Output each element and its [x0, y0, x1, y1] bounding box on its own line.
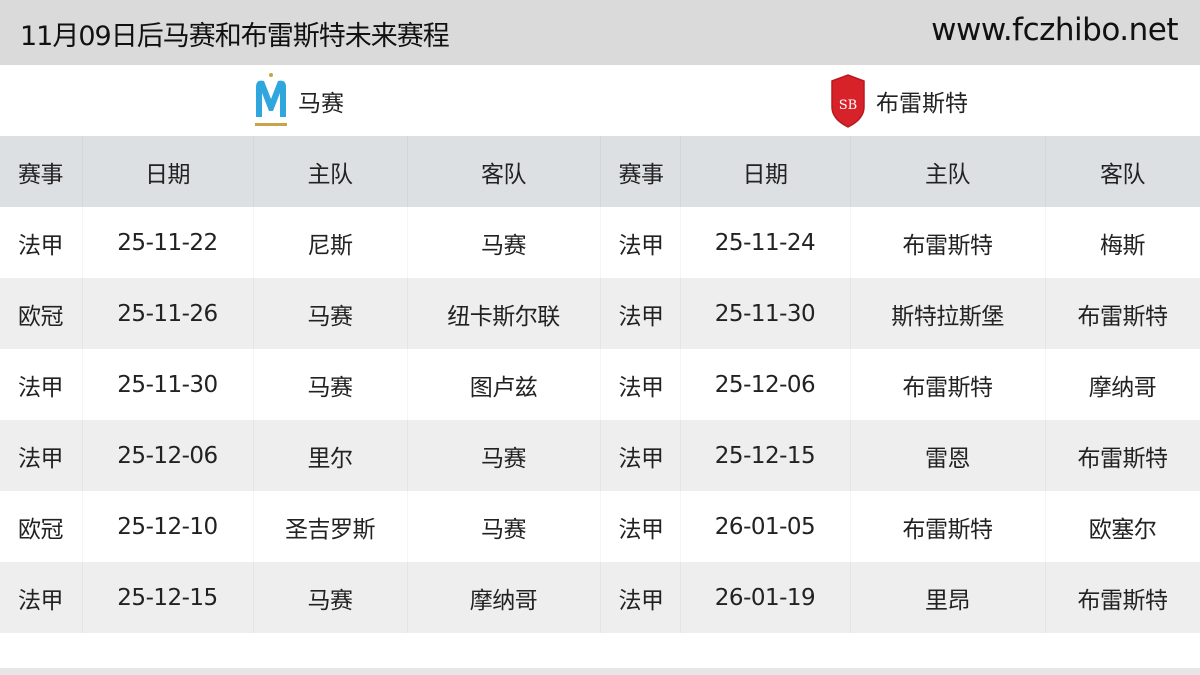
home-team-cell: 尼斯 — [253, 207, 408, 278]
away-team-cell: 摩纳哥 — [1045, 349, 1200, 420]
column-header: 赛事 — [600, 136, 681, 207]
home-team-cell: 马赛 — [253, 349, 408, 420]
date-cell: 26-01-05 — [680, 491, 851, 562]
table-row: 欧冠 25-11-26 马赛 纽卡斯尔联 法甲 25-11-30 斯特拉斯堡 布雷斯特 — [0, 278, 1200, 349]
table-row: 法甲 25-12-15 马赛 摩纳哥 法甲 26-01-19 里昂 布雷斯特 — [0, 562, 1200, 633]
competition-cell: 法甲 — [600, 420, 681, 491]
table-row: 欧冠 25-12-10 圣吉罗斯 马赛 法甲 26-01-05 布雷斯特 欧塞尔 — [0, 491, 1200, 562]
date-cell: 25-12-15 — [82, 562, 254, 633]
table-row: 法甲 25-11-30 马赛 图卢兹 法甲 25-12-06 布雷斯特 摩纳哥 — [0, 349, 1200, 420]
competition-cell: 法甲 — [600, 278, 681, 349]
column-header: 客队 — [407, 136, 601, 207]
home-team-cell: 马赛 — [253, 278, 408, 349]
svg-text:SB: SB — [839, 98, 857, 113]
schedule-table: 赛事 日期 主队 客队 赛事 日期 主队 客队 法甲 25-11-22 尼斯 马赛 法甲 25-11-2… — [0, 136, 1200, 633]
date-cell: 25-11-30 — [82, 349, 254, 420]
date-cell: 25-12-15 — [680, 420, 851, 491]
column-header: 日期 — [680, 136, 851, 207]
home-team-cell: 雷恩 — [850, 420, 1046, 491]
date-cell: 25-11-24 — [680, 207, 851, 278]
team-left-name: 马赛 — [298, 90, 344, 117]
team-left: 马赛 — [252, 65, 344, 136]
date-cell: 25-12-06 — [680, 349, 851, 420]
team-right: SB 布雷斯特 — [828, 65, 968, 136]
date-cell: 25-11-30 — [680, 278, 851, 349]
date-cell: 25-11-26 — [82, 278, 254, 349]
away-team-cell: 马赛 — [407, 491, 601, 562]
home-team-cell: 里昂 — [850, 562, 1046, 633]
away-team-cell: 图卢兹 — [407, 349, 601, 420]
bottom-border — [0, 668, 1200, 675]
competition-cell: 法甲 — [0, 420, 83, 491]
competition-cell: 欧冠 — [0, 278, 83, 349]
home-team-cell: 斯特拉斯堡 — [850, 278, 1046, 349]
competition-cell: 法甲 — [0, 207, 83, 278]
away-team-cell: 马赛 — [407, 207, 601, 278]
column-header: 赛事 — [0, 136, 83, 207]
header-row: 赛事 日期 主队 客队 赛事 日期 主队 客队 — [0, 136, 1200, 207]
competition-cell: 法甲 — [0, 349, 83, 420]
marseille-crest-icon — [255, 72, 287, 126]
competition-cell: 欧冠 — [0, 491, 83, 562]
date-cell: 25-12-10 — [82, 491, 254, 562]
home-team-cell: 马赛 — [253, 562, 408, 633]
page-title: 11月09日后马赛和布雷斯特未来赛程 — [20, 21, 450, 52]
competition-cell: 法甲 — [600, 207, 681, 278]
table-row: 法甲 25-11-22 尼斯 马赛 法甲 25-11-24 布雷斯特 梅斯 — [0, 207, 1200, 278]
competition-cell: 法甲 — [0, 562, 83, 633]
column-header: 主队 — [253, 136, 408, 207]
site-url: www.fczhibo.net — [931, 12, 1178, 48]
column-header: 主队 — [850, 136, 1046, 207]
away-team-cell: 布雷斯特 — [1045, 278, 1200, 349]
away-team-cell: 摩纳哥 — [407, 562, 601, 633]
away-team-cell: 布雷斯特 — [1045, 420, 1200, 491]
home-team-cell: 布雷斯特 — [850, 349, 1046, 420]
home-team-cell: 里尔 — [253, 420, 408, 491]
teams-row: 马赛 SB 布雷斯特 — [0, 65, 1200, 136]
date-cell: 25-12-06 — [82, 420, 254, 491]
home-team-cell: 布雷斯特 — [850, 207, 1046, 278]
competition-cell: 法甲 — [600, 349, 681, 420]
away-team-cell: 布雷斯特 — [1045, 562, 1200, 633]
home-team-cell: 圣吉罗斯 — [253, 491, 408, 562]
away-team-cell: 马赛 — [407, 420, 601, 491]
title-bar: 11月09日后马赛和布雷斯特未来赛程 www.fczhibo.net — [0, 0, 1200, 65]
home-team-cell: 布雷斯特 — [850, 491, 1046, 562]
date-cell: 26-01-19 — [680, 562, 851, 633]
competition-cell: 法甲 — [600, 491, 681, 562]
away-team-cell: 纽卡斯尔联 — [407, 278, 601, 349]
team-right-name: 布雷斯特 — [876, 90, 968, 117]
column-header: 日期 — [82, 136, 254, 207]
competition-cell: 法甲 — [600, 562, 681, 633]
away-team-cell: 欧塞尔 — [1045, 491, 1200, 562]
table-row: 法甲 25-12-06 里尔 马赛 法甲 25-12-15 雷恩 布雷斯特 — [0, 420, 1200, 491]
date-cell: 25-11-22 — [82, 207, 254, 278]
away-team-cell: 梅斯 — [1045, 207, 1200, 278]
column-header: 客队 — [1045, 136, 1200, 207]
brest-crest-icon: SB — [831, 73, 865, 128]
